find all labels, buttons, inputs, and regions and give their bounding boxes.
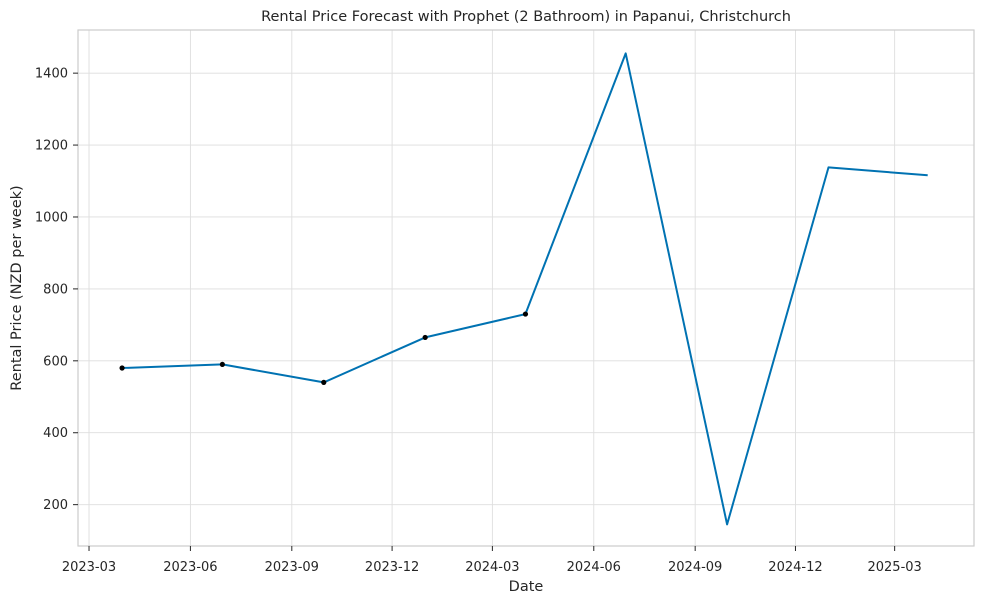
- observed-point: [321, 379, 327, 385]
- x-tick-label: 2023-03: [62, 560, 116, 575]
- chart-title: Rental Price Forecast with Prophet (2 Ba…: [261, 9, 791, 25]
- observed-point: [422, 334, 428, 341]
- x-tick-label: 2023-09: [265, 560, 319, 575]
- x-axis-label: Date: [509, 579, 544, 595]
- y-tick-label: 1200: [35, 139, 68, 154]
- x-tick-label: 2024-03: [465, 560, 519, 575]
- x-tick-label: 2024-09: [668, 560, 722, 575]
- y-tick-label: 1000: [35, 210, 68, 225]
- x-tick-label: 2024-06: [567, 560, 621, 575]
- plot-area-frame: [77, 29, 975, 547]
- y-tick-label: 600: [43, 354, 68, 369]
- observed-point: [219, 361, 225, 368]
- x-tick-label: 2023-12: [365, 560, 419, 575]
- y-axis-label: Rental Price (NZD per week): [9, 185, 25, 390]
- x-tick-label: 2025-03: [867, 560, 921, 575]
- y-tick-label: 400: [43, 426, 68, 441]
- gridlines: [78, 30, 974, 546]
- observed-point: [522, 311, 529, 317]
- x-tick-label: 2024-12: [768, 560, 822, 575]
- y-tick-label: 800: [43, 282, 68, 297]
- x-axis-ticks: 2023-03 2023-06 2023-09 2023-12 2024-03 2024-…: [62, 546, 922, 575]
- observed-points: [119, 311, 529, 385]
- y-axis-ticks: 200 400 600 800 1000 1200 1400: [35, 67, 78, 513]
- observed-point: [119, 365, 125, 371]
- y-tick-label: 1400: [35, 67, 68, 82]
- x-tick-label: 2023-06: [163, 560, 217, 575]
- y-tick-label: 200: [43, 498, 68, 513]
